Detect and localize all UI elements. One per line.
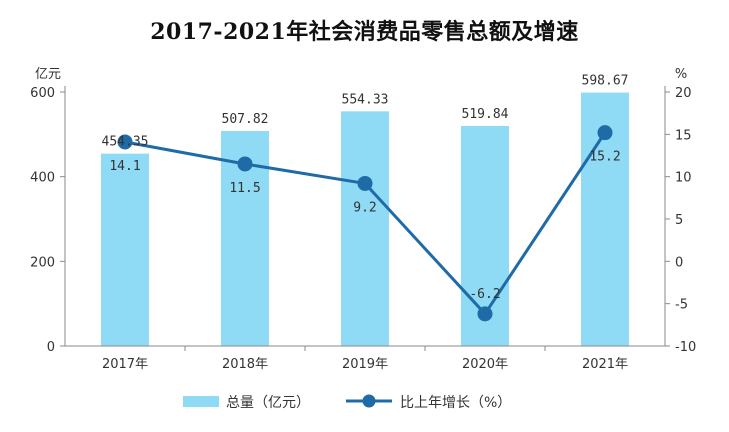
bar-value-label: 454.35: [102, 135, 149, 150]
growth-point-2019年: [357, 175, 373, 191]
growth-point-2021年: [597, 125, 613, 141]
y-left-tick-label: 600: [30, 86, 55, 101]
bar-value-label: 519.84: [462, 107, 509, 122]
growth-point-2020年: [477, 306, 493, 322]
growth-value-label: 9.2: [353, 200, 376, 215]
chart-title: 2017-2021年社会消费品零售总额及增速: [150, 19, 579, 45]
y-left-tick-label: 400: [30, 171, 55, 186]
growth-value-label: 15.2: [589, 150, 620, 165]
y-right-tick-label: 0: [675, 255, 683, 270]
bar-value-label: 507.82: [222, 112, 269, 127]
y-right-unit-label: %: [675, 67, 687, 82]
y-right-tick-label: -10: [675, 340, 696, 355]
bar-value-label: 554.33: [342, 92, 389, 107]
x-tick-label: 2021年: [582, 357, 628, 372]
growth-value-label: 11.5: [229, 181, 260, 196]
growth-value-label: 14.1: [109, 159, 140, 174]
bar-2019年: [341, 111, 389, 346]
y-right-tick-label: -5: [675, 298, 688, 313]
y-left-unit-label: 亿元: [35, 67, 61, 82]
x-tick-label: 2017年: [102, 357, 148, 372]
x-tick-label: 2019年: [342, 357, 388, 372]
y-left-tick-label: 200: [30, 255, 55, 270]
x-tick-label: 2020年: [462, 357, 508, 372]
y-right-tick-label: 10: [675, 171, 692, 186]
y-right-tick-label: 5: [675, 213, 683, 228]
x-tick-label: 2018年: [222, 357, 268, 372]
growth-value-label: -6.2: [469, 287, 500, 302]
legend-line-label: 比上年增长（%）: [400, 395, 511, 411]
y-left-tick-label: 0: [47, 340, 55, 355]
bar-value-label: 598.67: [582, 74, 629, 89]
y-right-tick-label: 20: [675, 86, 692, 101]
legend-line-marker: [362, 394, 376, 408]
growth-point-2017年: [117, 134, 133, 150]
growth-point-2018年: [237, 156, 253, 172]
legend-bar-label: 总量（亿元）: [226, 395, 310, 411]
y-right-tick-label: 15: [675, 128, 692, 143]
legend: 总量（亿元） 比上年增长（%）: [183, 394, 511, 411]
legend-bar-swatch: [183, 396, 219, 407]
bar-2017年: [101, 153, 149, 346]
